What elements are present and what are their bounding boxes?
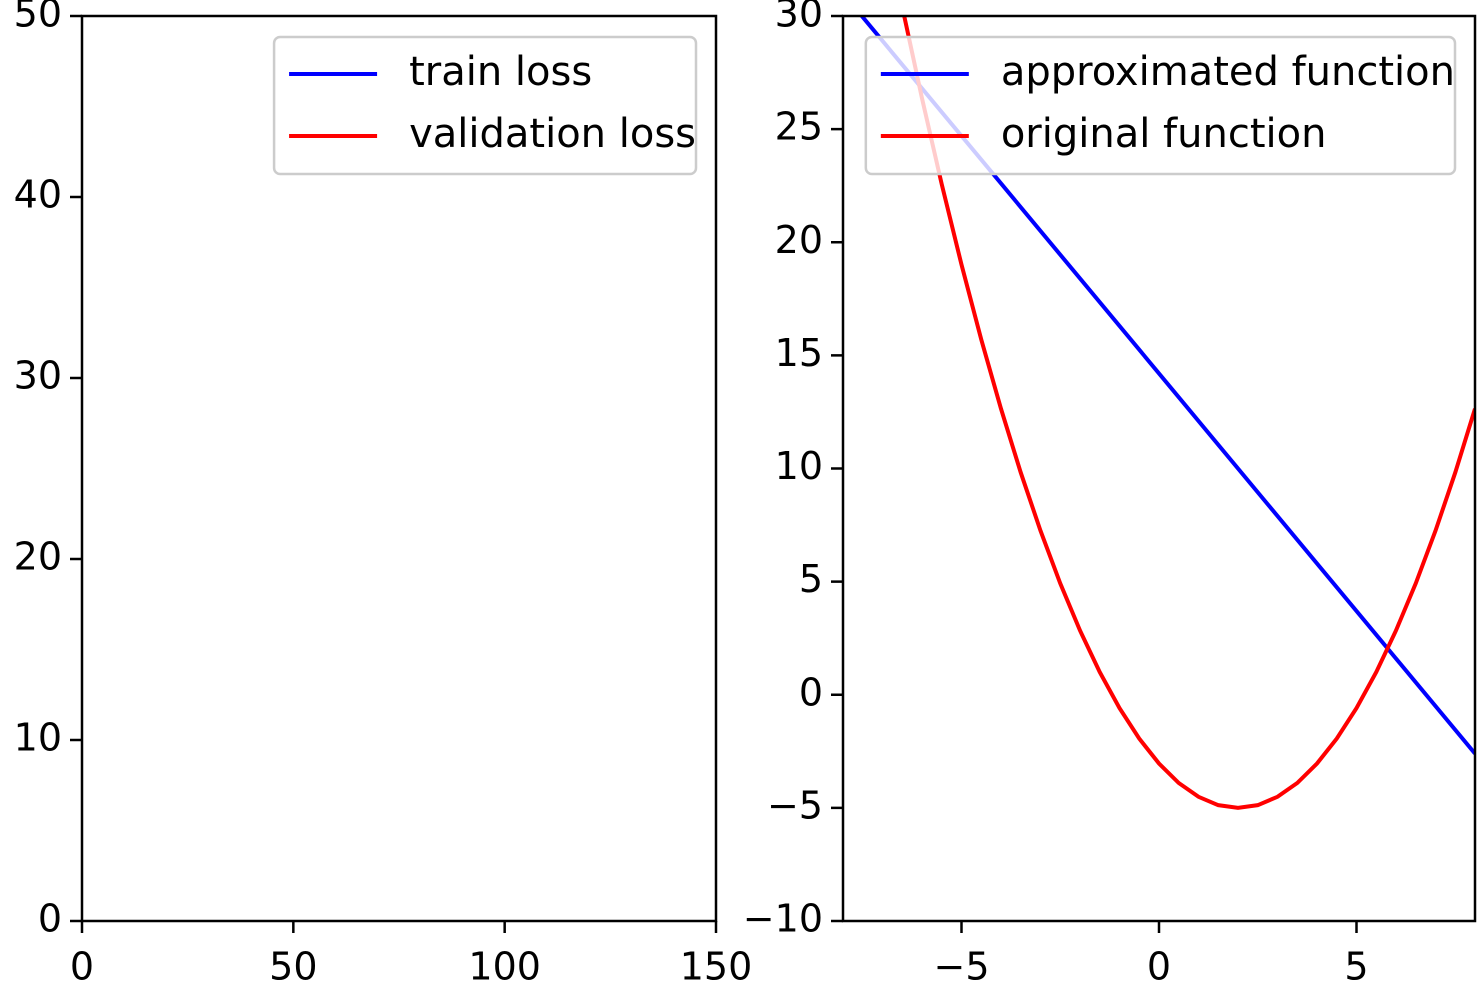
y-tick-label: 30 (775, 0, 823, 36)
y-tick-label: 10 (14, 716, 62, 760)
x-tick-label: −5 (933, 945, 989, 989)
legend-label: original function (1001, 111, 1327, 157)
x-tick-label: 0 (1147, 945, 1171, 989)
y-tick-label: −10 (743, 897, 823, 941)
y-tick-label: 50 (14, 0, 62, 36)
y-tick-label: 0 (38, 897, 62, 941)
axes-frame (80, 14, 718, 923)
legend-label: validation loss (409, 111, 696, 157)
line (902, 16, 1475, 810)
y-tick-label: 30 (14, 354, 62, 398)
y-tick-label: 25 (775, 105, 823, 149)
y-tick-label: 5 (799, 557, 823, 601)
axes: −5 0 5 −10 −5 0 5 10 15 20 25 30 approximated functi… (743, 0, 1477, 989)
y-tick-label: 20 (14, 535, 62, 579)
legend-box (864, 35, 1457, 176)
x-tick-label: 50 (269, 945, 317, 989)
y-tick-label: 10 (775, 444, 823, 488)
legend: approximated function original function (864, 35, 1457, 176)
legend: train loss validation loss (272, 35, 698, 176)
x-tick-label: 0 (70, 945, 94, 989)
legend-label: approximated function (1001, 49, 1455, 95)
y-tick-label: 20 (775, 218, 823, 262)
x-tick-label: 150 (680, 945, 753, 989)
axes: 0 50 100 150 0 10 20 30 40 50 train loss validation… (14, 0, 753, 989)
y-tick-label: 40 (14, 173, 62, 217)
y-tick-label: 15 (775, 331, 823, 375)
legend-label: train loss (409, 49, 592, 95)
x-tick-label: 100 (468, 945, 541, 989)
legend-box (272, 35, 698, 176)
y-tick-label: −5 (767, 783, 823, 827)
y-tick-label: 0 (799, 670, 823, 714)
x-tick-label: 5 (1344, 945, 1368, 989)
